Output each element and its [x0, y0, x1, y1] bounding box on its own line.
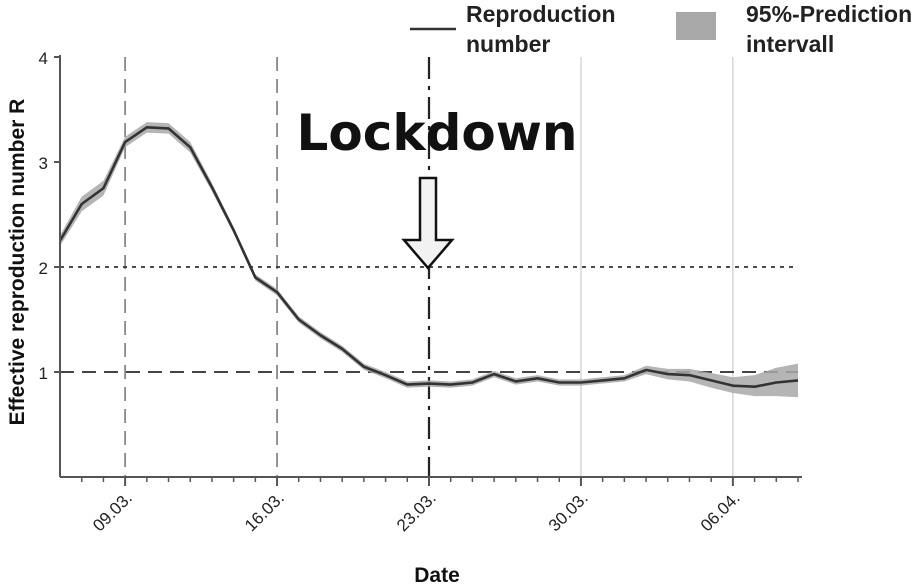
x-tick-label: 30.03. — [545, 488, 592, 535]
y-tick-label: 1 — [39, 364, 48, 383]
y-axis-label: Effective reproduction number R — [6, 99, 29, 426]
x-axis-label: Date — [414, 564, 460, 586]
lockdown-arrow-icon — [401, 176, 455, 270]
legend-band-swatch — [676, 12, 716, 40]
legend-line-label: Reproduction number — [466, 1, 616, 57]
x-tick-label: 16.03. — [241, 488, 288, 535]
x-tick-label: 23.03. — [393, 488, 440, 535]
legend-band-label: 95%-Prediction intervall — [746, 1, 912, 57]
y-tick-label: 4 — [39, 49, 48, 68]
reproduction-number-line — [58, 126, 799, 388]
y-tick-label: 3 — [39, 154, 48, 173]
lockdown-annotation: Lockdown — [296, 104, 577, 162]
x-tick-label: 06.04. — [697, 488, 744, 535]
y-tick-label: 2 — [39, 259, 48, 278]
x-tick-label: 09.03. — [89, 488, 136, 535]
